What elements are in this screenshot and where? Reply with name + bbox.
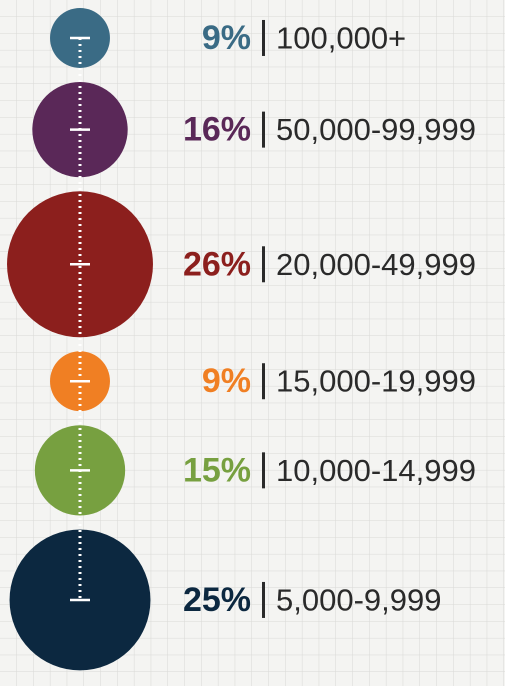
percent-label: 9%	[202, 362, 251, 400]
percent-label: 9%	[202, 19, 251, 57]
separator	[262, 581, 265, 618]
separator	[262, 111, 265, 148]
range-label: 10,000-14,999	[276, 453, 476, 488]
range-label: 100,000+	[276, 20, 406, 55]
separator	[262, 363, 265, 400]
separator	[262, 246, 265, 283]
separator	[262, 452, 265, 489]
percent-label: 16%	[183, 111, 251, 149]
range-label: 20,000-49,999	[276, 247, 476, 282]
range-label: 15,000-19,999	[276, 364, 476, 399]
range-label: 50,000-99,999	[276, 112, 476, 147]
percent-label: 25%	[183, 581, 251, 619]
separator	[262, 19, 265, 56]
percent-label: 15%	[183, 451, 251, 489]
percent-label: 26%	[183, 245, 251, 283]
range-label: 5,000-9,999	[276, 582, 441, 617]
